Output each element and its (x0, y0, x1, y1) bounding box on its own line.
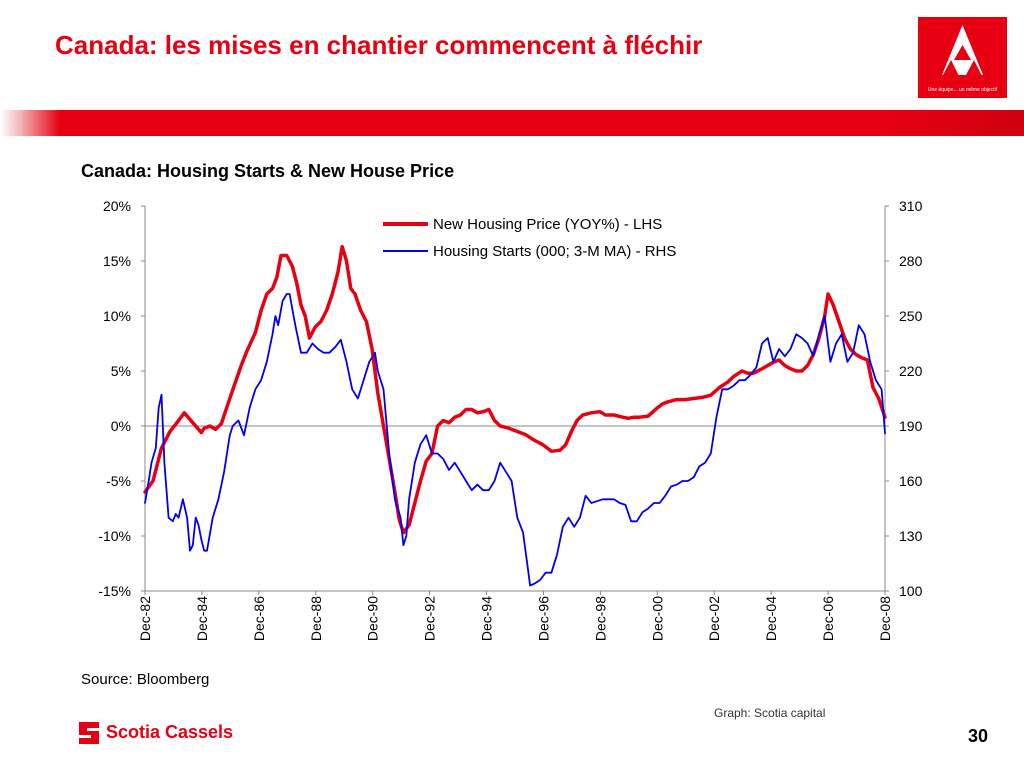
x-tick-label: Dec-92 (422, 596, 438, 641)
x-tick-label: Dec-88 (308, 596, 324, 641)
left-tick-label: -5% (106, 473, 131, 489)
left-tick-label: 20% (103, 198, 131, 214)
x-tick-label: Dec-06 (820, 596, 836, 641)
page-number: 30 (968, 726, 989, 746)
left-tick-label: -15% (98, 583, 131, 599)
right-tick-label: 310 (899, 198, 923, 214)
chart-title: Canada: Housing Starts & New House Price (81, 161, 455, 181)
source-note: Source: Bloomberg (81, 671, 210, 688)
slide-title: Canada: les mises en chantier commencent… (55, 30, 703, 60)
left-tick-label: 10% (103, 308, 131, 324)
x-tick-label: Dec-96 (535, 596, 551, 641)
x-tick-label: Dec-02 (706, 596, 722, 641)
scotia-s-icon (79, 722, 99, 744)
right-tick-label: 190 (899, 418, 923, 434)
x-tick-label: Dec-94 (479, 596, 495, 641)
legend-label: New Housing Price (YOY%) - LHS (433, 216, 662, 233)
legend-label: Housing Starts (000; 3-M MA) - RHS (433, 243, 676, 260)
right-tick-label: 130 (899, 528, 923, 544)
logo-tagline: Une équipe... un même objectif (927, 87, 998, 93)
x-tick-label: Dec-86 (251, 596, 267, 641)
header-band (0, 110, 1024, 136)
triangle-logo-icon (942, 25, 983, 75)
right-tick-label: 220 (899, 363, 923, 379)
x-tick-label: Dec-82 (137, 596, 153, 641)
left-tick-label: 15% (103, 253, 131, 269)
x-tick-label: Dec-98 (592, 596, 608, 641)
left-tick-label: 0% (111, 418, 131, 434)
x-tick-label: Dec-04 (763, 596, 779, 641)
x-tick-label: Dec-08 (877, 596, 893, 641)
right-tick-label: 280 (899, 253, 923, 269)
left-tick-label: -10% (98, 528, 131, 544)
brand-logo: Une équipe... un même objectif (918, 17, 1007, 98)
left-tick-label: 5% (111, 363, 131, 379)
right-tick-label: 100 (899, 583, 923, 599)
x-tick-label: Dec-84 (194, 596, 210, 641)
x-tick-label: Dec-00 (649, 596, 665, 641)
x-tick-label: Dec-90 (365, 596, 381, 641)
graph-credit: Graph: Scotia capital (714, 706, 826, 720)
company-name: Scotia Cassels (106, 722, 234, 742)
right-tick-label: 160 (899, 473, 923, 489)
right-tick-label: 250 (899, 308, 923, 324)
series-line-housing-starts (144, 293, 886, 587)
